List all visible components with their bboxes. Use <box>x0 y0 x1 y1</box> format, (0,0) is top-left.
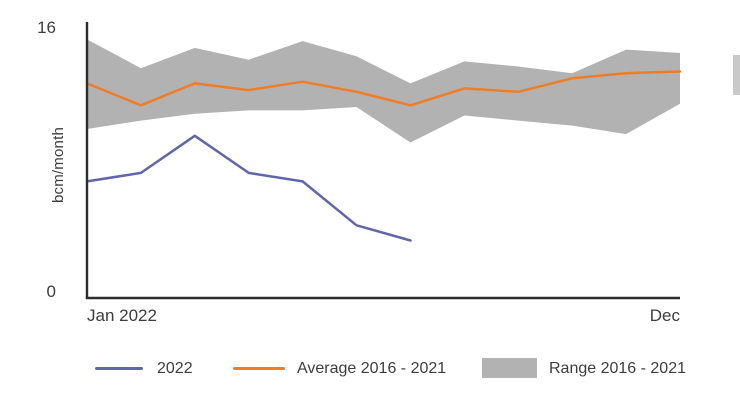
x-axis-label-start: Jan 2022 <box>87 306 157 325</box>
legend-swatch-range <box>482 358 537 378</box>
line-2022 <box>85 134 412 242</box>
legend-label-2022: 2022 <box>157 360 193 377</box>
average-line <box>85 70 682 107</box>
legend-swatch-2022 <box>95 367 143 370</box>
legend-label-range: Range 2016 - 2021 <box>549 360 686 377</box>
legend: 2022 Average 2016 - 2021 Range 2016 - 20… <box>0 352 740 386</box>
cropped-artifact <box>733 55 740 95</box>
y-tick-16: 16 <box>37 18 56 37</box>
range-band-area <box>87 39 680 143</box>
legend-swatch-average <box>233 367 285 370</box>
legend-label-average: Average 2016 - 2021 <box>297 360 447 377</box>
y-axis-title: bcm/month <box>50 127 67 203</box>
x-axis-label-end: Dec <box>649 306 680 325</box>
y-tick-0: 0 <box>46 282 56 301</box>
